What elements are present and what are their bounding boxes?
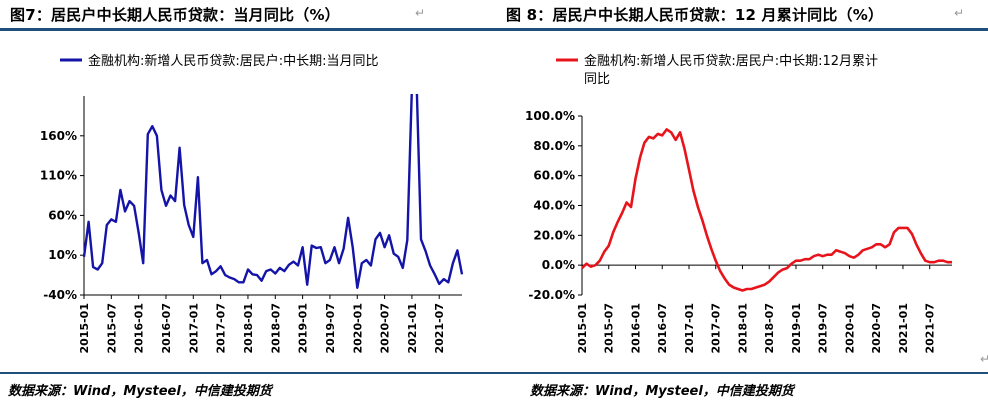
y-tick-label: 100.0% — [525, 109, 575, 123]
x-tick-label: 2019-07 — [817, 303, 830, 354]
x-tick-label: 2015-07 — [603, 303, 616, 354]
x-tick-label: 2021-01 — [406, 303, 419, 354]
x-tick-label: 2019-01 — [297, 303, 310, 354]
right-panel: 图 8：居民户中长期人民币贷款：12 月累计同比（%） ↵ 金融机构:新增人民币… — [494, 0, 988, 406]
x-tick-label: 2015-07 — [105, 303, 118, 354]
legend: 金融机构:新增人民币贷款:居民户:中长期:当月同比 — [60, 53, 379, 69]
y-tick-label: 10% — [48, 248, 77, 262]
x-tick-label: 2019-07 — [324, 303, 337, 354]
y-tick-label: -20.0% — [528, 288, 575, 302]
y-tick-label: 60.0% — [533, 169, 575, 183]
x-tick-label: 2017-01 — [187, 303, 200, 354]
x-tick-label: 2016-01 — [629, 303, 642, 354]
x-tick-label: 2016-07 — [656, 303, 669, 354]
y-tick-label: 160% — [40, 129, 77, 143]
legend-label: 同比 — [584, 72, 610, 87]
bottom-rule — [0, 372, 988, 374]
x-tick-label: 2015-01 — [576, 303, 589, 354]
data-source: 数据来源：Wind，Mysteel，中信建投期货 — [8, 384, 272, 399]
left-panel: 图7：居民户中长期人民币贷款：当月同比（%） ↵ 金融机构:新增人民币贷款:居民… — [8, 6, 464, 399]
x-tick-label: 2021-07 — [924, 303, 937, 354]
series-line — [581, 128, 952, 292]
x-tick-label: 2018-01 — [242, 303, 255, 354]
x-tick-label: 2018-07 — [763, 303, 776, 354]
y-tick-label: 40.0% — [533, 199, 575, 213]
x-tick-label: 2018-07 — [269, 303, 282, 354]
y-tick-label: 80.0% — [533, 139, 575, 153]
return-mark-icon: ↵ — [954, 6, 965, 20]
left-line-chart: 金融机构:新增人民币贷款:居民户:中长期:当月同比 -40% 10% 60% 110% 1… — [40, 53, 464, 354]
y-tick-label: 0.0% — [542, 258, 575, 272]
x-tick-label: 2015-01 — [78, 303, 91, 354]
top-rule — [0, 28, 988, 31]
y-tick-label: 60% — [48, 208, 77, 222]
x-tick-label: 2021-07 — [433, 303, 446, 354]
chart-title: 图7：居民户中长期人民币贷款：当月同比（%） — [10, 6, 340, 24]
y-tick-label: -40% — [43, 288, 77, 302]
chart-title: 图 8：居民户中长期人民币贷款：12 月累计同比（%） — [506, 6, 884, 24]
legend-label: 金融机构:新增人民币贷款:居民户:中长期:12月累计 — [584, 53, 878, 69]
x-tick-label: 2017-07 — [710, 303, 723, 354]
x-tick-label: 2021-01 — [897, 303, 910, 354]
x-tick-label: 2018-01 — [736, 303, 749, 354]
x-tick-label: 2016-01 — [133, 303, 146, 354]
x-tick-label: 2020-01 — [843, 303, 856, 354]
series-line — [82, 94, 464, 289]
x-tick-label: 2020-01 — [351, 303, 364, 354]
y-tick-label: 20.0% — [533, 228, 575, 242]
data-source: 数据来源：Wind，Mysteel，中信建投期货 — [530, 384, 794, 399]
x-tick-label: 2017-07 — [215, 303, 228, 354]
x-tick-label: 2019-01 — [790, 303, 803, 354]
x-tick-label: 2020-07 — [870, 303, 883, 354]
y-tick-label: 110% — [40, 169, 77, 183]
x-tick-label: 2016-07 — [160, 303, 173, 354]
x-tick-label: 2020-07 — [379, 303, 392, 354]
x-tick-label: 2017-01 — [683, 303, 696, 354]
legend-label: 金融机构:新增人民币贷款:居民户:中长期:当月同比 — [88, 53, 379, 69]
return-mark-icon: ↵ — [415, 6, 426, 20]
return-mark-icon: ↵ — [980, 352, 988, 366]
